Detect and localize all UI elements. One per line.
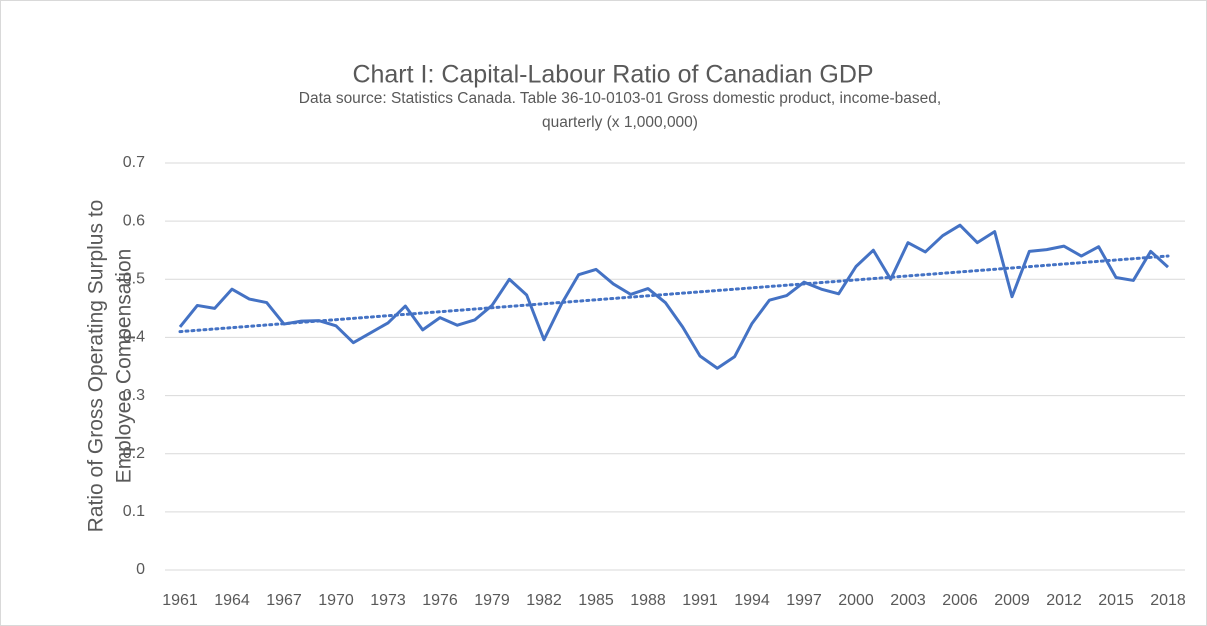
x-tick-label: 1961 xyxy=(162,592,198,609)
x-tick-label: 1976 xyxy=(422,592,458,609)
x-tick-label: 1994 xyxy=(734,592,770,609)
y-tick-label: 0.4 xyxy=(123,329,145,346)
x-tick-label: 2003 xyxy=(890,592,926,609)
x-tick-label: 1988 xyxy=(630,592,666,609)
x-tick-label: 2006 xyxy=(942,592,978,609)
x-tick-label: 1991 xyxy=(682,592,718,609)
x-tick-label: 2018 xyxy=(1150,592,1186,609)
chart-subtitle: Data source: Statistics Canada. Table 36… xyxy=(299,90,941,107)
y-tick-label: 0.5 xyxy=(123,271,145,288)
y-tick-label: 0.2 xyxy=(123,445,145,462)
y-tick-label: 0.3 xyxy=(123,387,145,404)
x-tick-label: 1973 xyxy=(370,592,406,609)
x-tick-label: 1964 xyxy=(214,592,250,609)
y-tick-label: 0.7 xyxy=(123,154,145,171)
x-tick-label: 1970 xyxy=(318,592,354,609)
x-tick-label: 1967 xyxy=(266,592,302,609)
y-axis-label: Employee Compensation xyxy=(113,249,136,484)
y-axis-label: Ratio of Gross Operating Surplus to xyxy=(85,200,108,533)
data-line xyxy=(178,223,1170,370)
y-tick-label: 0 xyxy=(136,561,145,578)
x-tick-label: 1982 xyxy=(526,592,562,609)
x-tick-label: 2015 xyxy=(1098,592,1134,609)
x-tick-label: 2000 xyxy=(838,592,874,609)
x-tick-label: 2012 xyxy=(1046,592,1082,609)
chart-title: Chart I: Capital-Labour Ratio of Canadia… xyxy=(352,61,873,89)
x-tick-label: 2009 xyxy=(994,592,1030,609)
x-tick-label: 1997 xyxy=(786,592,822,609)
y-tick-label: 0.6 xyxy=(123,212,145,229)
trend-line xyxy=(178,254,1170,334)
x-tick-label: 1979 xyxy=(474,592,510,609)
chart-subtitle: quarterly (x 1,000,000) xyxy=(542,114,698,131)
y-tick-label: 0.1 xyxy=(123,503,145,520)
x-tick-label: 1985 xyxy=(578,592,614,609)
